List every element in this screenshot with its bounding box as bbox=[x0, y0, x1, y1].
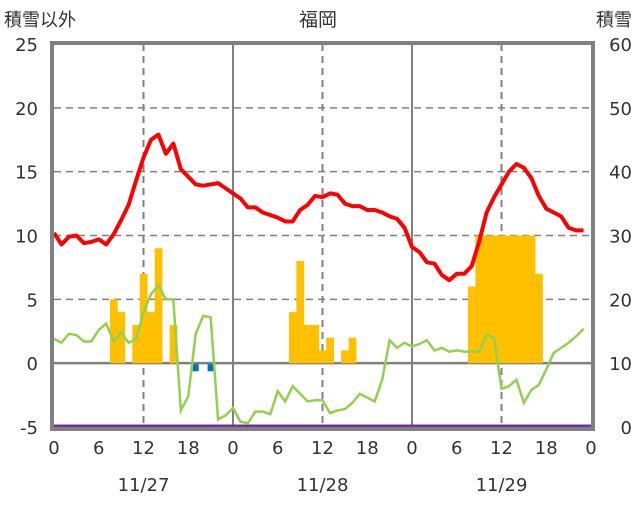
precip-bar bbox=[535, 273, 543, 364]
right-axis-label: 積雪 bbox=[596, 10, 632, 31]
precip-bar bbox=[527, 235, 536, 364]
y-tick-left: 0 bbox=[27, 354, 38, 375]
green-line bbox=[53, 283, 585, 425]
precip-bar bbox=[341, 350, 349, 364]
x-tick: 12 bbox=[132, 438, 155, 459]
precip-bar bbox=[147, 312, 155, 364]
precip-bar bbox=[505, 235, 513, 364]
plot-frame bbox=[50, 41, 595, 431]
precip-bar bbox=[520, 235, 528, 364]
precip-bar bbox=[169, 324, 178, 364]
precip-bar bbox=[288, 312, 297, 364]
x-tick: 0 bbox=[48, 438, 59, 459]
y-tick-right: 10 bbox=[609, 354, 632, 375]
y-axis-left: 25 20 15 10 5 0 -5 bbox=[15, 35, 38, 439]
precip-bar bbox=[303, 324, 312, 364]
precip-bar bbox=[132, 324, 141, 364]
precip-bar bbox=[296, 261, 305, 364]
y-axis-right: 60 50 40 30 20 10 0 bbox=[609, 35, 632, 439]
y-tick-right: 30 bbox=[609, 227, 632, 248]
y-tick-right: 20 bbox=[609, 290, 632, 311]
plot-border bbox=[50, 41, 595, 431]
precip-bar bbox=[490, 235, 499, 364]
y-tick-left: 15 bbox=[15, 163, 38, 184]
precip-bar bbox=[318, 350, 327, 364]
y-tick-left: 25 bbox=[15, 35, 38, 56]
x-tick: 6 bbox=[93, 438, 104, 459]
x-axis: 0 6 12 18 0 6 12 18 0 6 12 18 0 11/27 11/28 11/29 bbox=[48, 438, 596, 496]
x-tick: 6 bbox=[272, 438, 283, 459]
y-tick-left: 10 bbox=[15, 227, 38, 248]
x-tick: 0 bbox=[406, 438, 417, 459]
precip-bar bbox=[326, 337, 334, 364]
y-tick-right: 40 bbox=[609, 163, 632, 184]
x-tick: 12 bbox=[311, 438, 334, 459]
x-tick: 12 bbox=[490, 438, 513, 459]
day-label: 11/27 bbox=[118, 475, 170, 496]
x-tick: 18 bbox=[356, 438, 379, 459]
precip-bar bbox=[497, 235, 506, 364]
precip-bar bbox=[348, 337, 357, 364]
y-tick-right: 60 bbox=[609, 35, 632, 56]
x-tick: 0 bbox=[227, 438, 238, 459]
precip-bar bbox=[139, 273, 148, 364]
temperature-line bbox=[52, 132, 584, 283]
y-tick-left: 20 bbox=[15, 99, 38, 120]
y-tick-left: 5 bbox=[27, 290, 38, 311]
precip-bar bbox=[467, 286, 476, 364]
lines bbox=[52, 132, 591, 428]
x-tick: 18 bbox=[177, 438, 200, 459]
y-tick-right: 0 bbox=[621, 418, 632, 439]
precip-bar bbox=[482, 235, 491, 364]
bars bbox=[109, 235, 543, 372]
blue-bar bbox=[207, 364, 214, 372]
day-label: 11/29 bbox=[476, 475, 528, 496]
x-tick: 6 bbox=[451, 438, 462, 459]
precip-bar bbox=[154, 248, 163, 364]
precip-bar bbox=[311, 324, 320, 364]
x-tick: 0 bbox=[585, 438, 596, 459]
left-axis-label: 積雪以外 bbox=[4, 10, 76, 31]
chart-title: 福岡 bbox=[299, 9, 337, 31]
x-tick: 18 bbox=[535, 438, 558, 459]
y-tick-left: -5 bbox=[20, 418, 38, 439]
blue-bar bbox=[192, 364, 199, 372]
precip-bar bbox=[475, 235, 484, 364]
y-tick-right: 50 bbox=[609, 99, 632, 120]
precip-bar bbox=[512, 235, 521, 364]
precip-bar bbox=[117, 312, 126, 364]
day-label: 11/28 bbox=[297, 475, 349, 496]
precip-bar bbox=[109, 299, 118, 364]
